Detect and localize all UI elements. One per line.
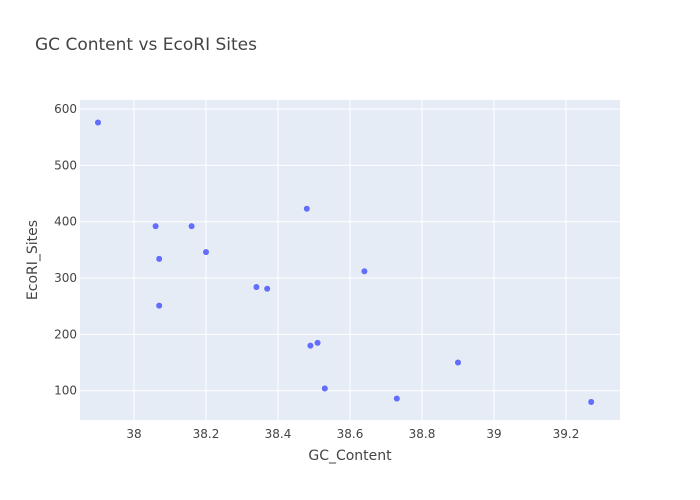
x-tick-label: 39 [486,427,501,441]
y-tick-label: 100 [54,384,77,398]
y-axis-title: EcoRI_Sites [25,220,41,300]
x-axis-title: GC_Content [308,448,392,464]
x-tick-label: 38.8 [409,427,436,441]
scatter-point[interactable] [306,342,314,350]
y-tick-label: 600 [54,102,77,116]
scatter-point[interactable] [188,222,196,230]
scatter-point[interactable] [155,255,163,263]
x-tick-label: 39.2 [553,427,580,441]
x-tick-label: 38.6 [337,427,364,441]
x-tick-label: 38.2 [193,427,220,441]
scatter-point[interactable] [314,339,322,347]
scatter-point[interactable] [202,248,210,256]
y-tick-label: 200 [54,327,77,341]
scatter-point[interactable] [152,222,160,230]
x-tick-label: 38 [126,427,141,441]
scatter-point[interactable] [587,398,595,406]
gridlines [80,100,620,420]
tick-labels: 38 38.2 38.4 38.6 38.8 39 39.2 100 200 300 400 500 6… [54,102,579,441]
chart-title: GC Content vs EcoRI Sites [35,35,257,55]
data-points [94,118,595,406]
scatter-point[interactable] [321,384,329,393]
scatter-point[interactable] [393,395,401,403]
y-tick-label: 400 [54,215,77,229]
scatter-point[interactable] [454,358,462,367]
y-tick-label: 300 [54,271,77,285]
scatter-point[interactable] [360,267,368,275]
scatter-point[interactable] [155,302,163,310]
y-tick-label: 500 [54,158,77,172]
scatter-point[interactable] [303,205,311,213]
scatter-point[interactable] [252,283,260,291]
x-tick-label: 38.4 [265,427,292,441]
scatter-point[interactable] [263,285,271,293]
scatter-point[interactable] [94,118,102,127]
